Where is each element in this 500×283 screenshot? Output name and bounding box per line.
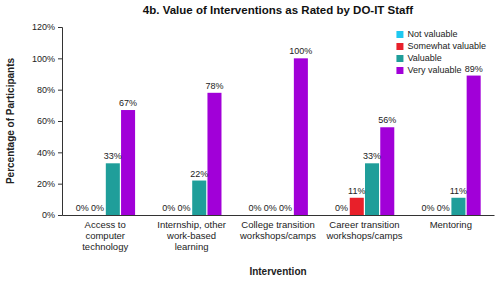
y-tick-label: 80%	[37, 85, 55, 95]
legend-swatch	[396, 67, 403, 74]
bar	[162, 215, 176, 216]
legend-item: Not valuable	[396, 29, 457, 39]
legend-label: Very valuable	[407, 65, 461, 75]
y-tick-label: 0%	[42, 210, 55, 220]
bar	[451, 198, 465, 215]
data-label: 33%	[363, 151, 381, 161]
bar	[294, 58, 308, 215]
x-axis-line	[63, 215, 495, 216]
plot-area: 0%0%0%0%0%0%0%0%11%0%33%22%0%33%11%67%78…	[32, 22, 495, 251]
data-label: 0%	[76, 203, 89, 213]
x-tick-label: Career transitionworkshops/camps	[325, 219, 402, 241]
bar	[436, 215, 450, 216]
x-tick: Internship, otherwork-basedlearning	[157, 215, 226, 252]
x-axis: Access tocomputertechnology Internship, o…	[63, 215, 495, 252]
bar	[192, 181, 206, 215]
y-tick: 80%	[37, 85, 62, 95]
data-label: 22%	[190, 169, 208, 179]
data-label: 0%	[421, 203, 434, 213]
legend-item: Valuable	[396, 53, 441, 63]
y-tick-mark	[58, 184, 62, 185]
bar	[421, 215, 435, 216]
bar	[75, 215, 89, 216]
y-axis-title: Percentage of Participants	[5, 57, 16, 184]
data-label: 56%	[378, 115, 396, 125]
bar	[335, 215, 349, 216]
data-label: 0%	[264, 203, 277, 213]
bar	[207, 93, 221, 215]
y-tick-mark	[58, 58, 62, 59]
chart-title: 4b. Value of Interventions as Rated by D…	[143, 4, 413, 16]
y-tick-label: 100%	[32, 54, 55, 64]
bar-series	[350, 198, 364, 215]
legend: Not valuable Somewhat valuable Valuable Ver…	[396, 29, 486, 75]
y-tick: 40%	[37, 148, 62, 158]
x-tick: College transitionworkshops/camps	[239, 215, 316, 241]
data-label: 11%	[348, 186, 365, 196]
bar	[467, 76, 481, 215]
x-tick: Career transitionworkshops/camps	[325, 215, 402, 241]
data-label: 0%	[437, 203, 450, 213]
x-tick-label: Access tocomputertechnology	[82, 219, 128, 252]
legend-item: Somewhat valuable	[396, 41, 486, 51]
data-label: 0%	[335, 203, 348, 213]
legend-swatch	[396, 55, 403, 62]
legend-swatch	[396, 31, 403, 38]
y-tick-label: 120%	[32, 22, 55, 32]
y-tick-mark	[58, 215, 62, 216]
y-tick-mark	[58, 121, 62, 122]
bar	[121, 110, 135, 215]
y-tick: 20%	[37, 179, 62, 189]
bar	[380, 127, 394, 215]
y-tick-mark	[58, 27, 62, 28]
y-tick-mark	[58, 90, 62, 91]
y-tick-mark	[58, 152, 62, 153]
bar	[91, 215, 105, 216]
legend-label: Valuable	[407, 53, 441, 63]
data-label: 78%	[205, 81, 223, 91]
data-label: 11%	[450, 186, 467, 196]
data-label: 0%	[162, 203, 175, 213]
x-tick-label: College transitionworkshops/camps	[239, 219, 316, 241]
y-tick-label: 40%	[37, 148, 55, 158]
legend-label: Not valuable	[407, 29, 457, 39]
bar	[248, 215, 262, 216]
x-tick: Access tocomputertechnology	[82, 215, 128, 252]
legend-swatch	[396, 43, 403, 50]
legend-label: Somewhat valuable	[407, 41, 486, 51]
data-label: 100%	[289, 46, 312, 56]
y-axis-line	[58, 28, 63, 216]
x-tick-label: Internship, otherwork-basedlearning	[157, 219, 226, 252]
x-axis-title: Intervention	[249, 266, 306, 277]
y-tick-label: 20%	[37, 179, 55, 189]
y-tick: 100%	[32, 54, 62, 64]
bar-series	[121, 58, 481, 215]
x-tick: Mentoring	[430, 215, 472, 230]
data-labels: 0%0%0%0%0%0%0%0%11%0%33%22%0%33%11%67%78…	[76, 46, 483, 213]
y-axis: 0% 20% 40% 60% 80% 100% 120%	[32, 22, 63, 220]
x-tick-label: Mentoring	[430, 219, 472, 230]
bar	[106, 163, 120, 215]
bars	[106, 58, 481, 215]
bar	[177, 215, 191, 216]
legend-item: Very valuable	[396, 65, 461, 75]
data-label: 89%	[465, 64, 483, 74]
y-tick: 120%	[32, 22, 62, 32]
y-tick: 60%	[37, 116, 62, 126]
bar	[263, 215, 277, 216]
bar	[365, 163, 379, 215]
data-label: 33%	[104, 151, 122, 161]
bar	[350, 198, 364, 215]
y-tick-label: 60%	[37, 116, 55, 126]
y-tick: 0%	[42, 210, 62, 220]
data-label: 0%	[91, 203, 104, 213]
data-label: 0%	[249, 203, 262, 213]
data-label: 67%	[119, 98, 137, 108]
data-label: 0%	[279, 203, 292, 213]
bar-series	[106, 163, 466, 215]
chart: 0%0%0%0%0%0%0%0%11%0%33%22%0%33%11%67%78…	[0, 0, 500, 283]
data-label: 0%	[177, 203, 190, 213]
bar	[279, 215, 293, 216]
